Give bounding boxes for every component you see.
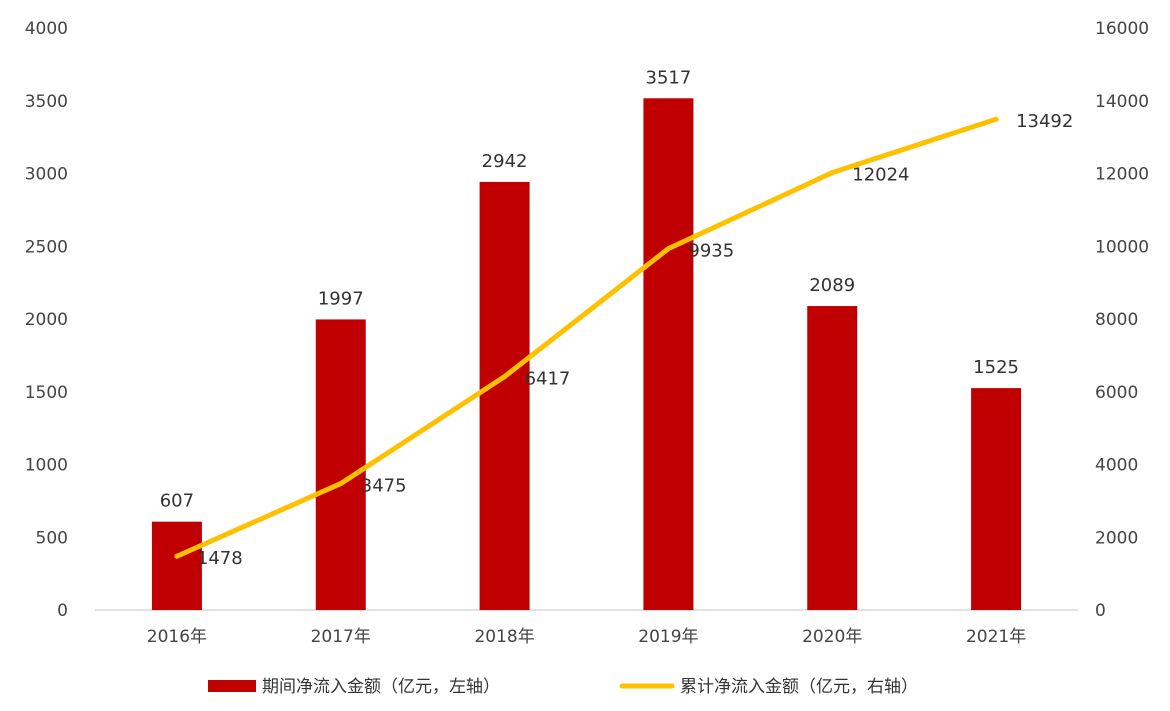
x-axis-tick-label: 2018年 <box>474 627 534 647</box>
legend-label-bar: 期间净流入金额（亿元，左轴） <box>262 677 500 697</box>
x-axis-tick-label: 2019年 <box>638 627 698 647</box>
right-axis-tick-label: 6000 <box>1095 383 1138 403</box>
x-axis-tick-label: 2017年 <box>311 627 371 647</box>
x-axis-tick-label: 2021年 <box>966 627 1026 647</box>
line-value-label: 13492 <box>1016 111 1073 132</box>
left-axis-tick-label: 3500 <box>25 92 68 112</box>
line-point <box>338 481 344 487</box>
right-axis-tick-label: 8000 <box>1095 310 1138 330</box>
line-value-label: 9935 <box>688 241 734 262</box>
line-point <box>993 116 999 122</box>
bar-value-label: 1525 <box>973 357 1019 378</box>
right-axis-tick-label: 4000 <box>1095 456 1138 476</box>
bar <box>315 319 366 610</box>
legend: 期间净流入金额（亿元，左轴） 累计净流入金额（亿元，右轴） <box>208 677 918 697</box>
left-axis-tick-label: 2000 <box>25 310 68 330</box>
right-axis-tick-label: 2000 <box>1095 528 1138 548</box>
left-axis-tick-label: 1000 <box>25 456 68 476</box>
line-point <box>829 170 835 176</box>
bar <box>151 521 202 610</box>
right-axis-tick-label: 16000 <box>1095 19 1149 39</box>
bar <box>479 181 530 610</box>
bar-value-label: 3517 <box>646 67 692 88</box>
bar <box>643 98 694 611</box>
bar-series <box>151 98 1022 611</box>
line-value-label: 12024 <box>852 165 909 186</box>
data-labels: 607 1997 2942 3517 2089 1525 1478 3475 6417 9935 1… <box>160 67 1074 569</box>
line-series <box>174 116 999 559</box>
bar <box>807 306 858 610</box>
x-axis-tick-label: 2020年 <box>802 627 862 647</box>
line-path <box>174 116 999 559</box>
line-point <box>665 246 671 252</box>
bar-value-label: 2089 <box>809 275 855 296</box>
left-axis-tick-label: 500 <box>36 528 68 548</box>
axes-layer: 0 500 1000 1500 2000 2500 3000 3500 4000 0 2000 400… <box>25 19 1149 647</box>
right-axis-tick-label: 12000 <box>1095 165 1149 185</box>
legend-label-line: 累计净流入金额（亿元，右轴） <box>680 677 918 697</box>
line-value-label: 6417 <box>525 369 571 390</box>
line-value-label: 3475 <box>361 476 407 497</box>
line-point <box>502 374 508 380</box>
left-axis-tick-label: 0 <box>57 601 68 621</box>
bar-value-label: 2942 <box>482 151 528 172</box>
bar-value-label: 607 <box>160 491 194 512</box>
right-axis-tick-label: 14000 <box>1095 92 1149 112</box>
left-axis-tick-label: 3000 <box>25 165 68 185</box>
bar <box>971 388 1022 610</box>
line-value-label: 1478 <box>197 548 243 569</box>
right-axis-tick-label: 0 <box>1095 601 1106 621</box>
left-axis-tick-label: 4000 <box>25 19 68 39</box>
left-axis-tick-label: 1500 <box>25 383 68 403</box>
x-axis-tick-label: 2016年 <box>147 627 207 647</box>
left-axis-tick-label: 2500 <box>25 237 68 257</box>
right-axis-tick-label: 10000 <box>1095 237 1149 257</box>
legend-swatch-bar <box>208 680 256 692</box>
line-point <box>174 553 180 559</box>
bar-value-label: 1997 <box>318 288 364 309</box>
